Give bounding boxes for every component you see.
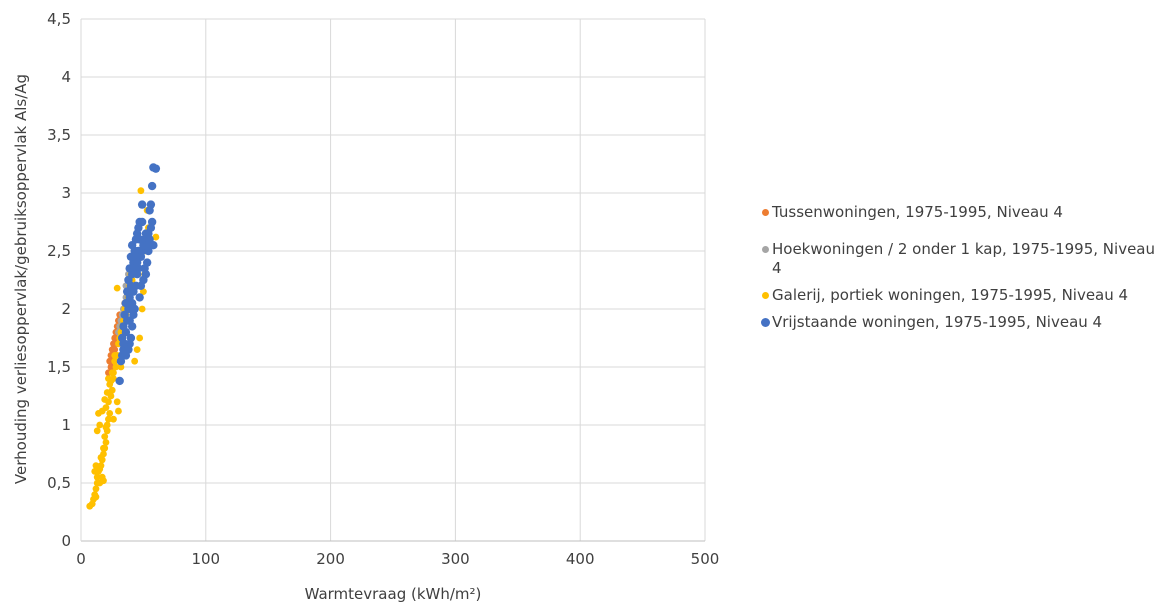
data-point [152,233,160,241]
data-point [137,200,147,209]
legend-item-tussenwoningen: Tussenwoningen, 1975-1995, Niveau 4 [760,203,1160,222]
gridlines [81,18,706,541]
data-point [113,284,121,292]
data-point [151,164,161,173]
x-tick-label: 200 [316,550,345,568]
data-point [147,181,157,191]
data-point [137,187,145,195]
data-point [145,206,154,215]
data-point [117,363,125,371]
data-point [113,398,121,406]
data-point [102,439,110,446]
data-point [138,305,146,313]
data-point [111,357,119,365]
legend-label: Vrijstaande woningen, 1975-1995, Niveau … [772,313,1103,331]
y-tick-label: 0,5 [47,474,71,492]
data-point [93,473,101,481]
y-tick-label: 1,5 [47,358,71,376]
data-point [97,462,105,469]
axes [80,19,705,542]
data-point [119,339,128,348]
x-tick-label: 100 [191,550,220,568]
data-point [107,363,115,371]
data-point [112,363,120,371]
y-tick-label: 4,5 [47,10,71,28]
data-point [121,351,131,360]
legend-marker-gray [762,246,769,253]
data-point [96,421,104,429]
data-point [125,316,134,325]
data-point [100,477,107,485]
data-points [86,163,161,510]
legend-label: Galerij, portiek woningen, 1975-1995, Ni… [772,286,1129,304]
legend-marker-yellow [762,292,769,299]
y-tick-label: 2,5 [47,242,71,260]
data-point [136,334,144,342]
data-point [133,346,141,353]
data-point [111,352,119,359]
data-point [101,433,109,440]
legend-label: Tussenwoningen, 1975-1995, Niveau 4 [772,203,1063,221]
y-tick-label: 3,5 [47,126,71,144]
data-point [127,299,137,308]
data-point [101,396,109,403]
data-point [131,357,139,365]
data-point [149,241,158,250]
data-point [100,444,107,452]
data-point [105,375,112,382]
x-axis-title: Warmtevraag (kWh/m²) [305,585,482,603]
legend: Tussenwoningen, 1975-1995, Niveau 4 Hoek… [760,203,1160,350]
legend-label: Hoekwoningen / 2 onder 1 kap, 1975-1995,… [772,240,1155,277]
x-tick-label: 500 [691,550,720,568]
data-point [105,415,112,423]
data-point [91,468,99,475]
x-tick-label: 400 [566,550,595,568]
data-point [140,264,149,273]
y-tick-label: 3 [61,184,71,202]
y-tick-label: 2 [61,300,71,318]
data-point [115,407,122,415]
data-point [97,454,105,461]
data-point [102,423,110,431]
legend-item-vrijstaande: Vrijstaande woningen, 1975-1995, Niveau … [760,313,1160,332]
data-point [110,415,117,423]
data-point [111,346,119,353]
data-point [135,293,144,302]
data-point [111,334,119,342]
data-point [108,369,116,377]
y-tick-label: 4 [61,68,71,86]
data-point [92,493,100,501]
data-point [92,462,100,469]
data-point [129,287,138,296]
y-tick-label: 0 [61,532,71,550]
x-tick-label: 300 [441,550,470,568]
data-point [115,376,124,386]
legend-item-galerij: Galerij, portiek woningen, 1975-1995, Ni… [760,286,1160,305]
data-point [93,427,101,435]
x-tick-label: 0 [76,550,86,568]
y-tick-label: 1 [61,416,71,434]
data-point [106,410,114,417]
legend-marker-orange [762,209,769,216]
data-point [132,258,142,267]
legend-item-hoekwoningen: Hoekwoningen / 2 onder 1 kap, 1975-1995,… [760,240,1160,278]
data-point [103,389,111,396]
y-axis-title: Verhouding verliesoppervlak/gebruiksoppe… [12,74,30,484]
data-point [137,217,147,227]
data-point [142,241,152,250]
legend-marker-blue [761,318,770,327]
data-point [144,229,153,238]
tick-labels: 0 0,5 1 1,5 2 2,5 3 3,5 4 4,5 0 100 200 300 400 500 [47,10,719,568]
data-point [135,235,144,244]
data-point [98,407,106,415]
data-point [147,217,157,227]
data-point [92,485,100,493]
